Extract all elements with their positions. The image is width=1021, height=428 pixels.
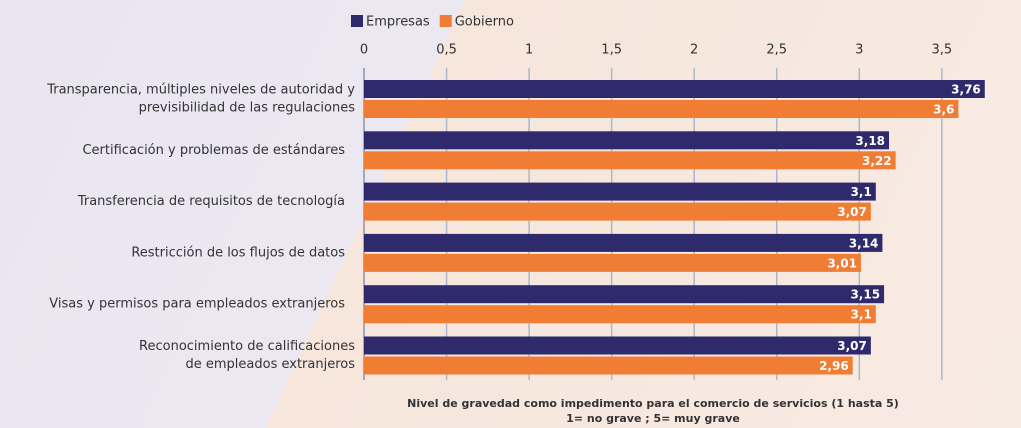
value-label: 3,07 bbox=[837, 205, 867, 219]
bar bbox=[364, 253, 861, 272]
value-label: 2,96 bbox=[819, 359, 849, 373]
y-tick-label: previsibilidad de las regulaciones bbox=[139, 101, 356, 116]
bar bbox=[364, 151, 896, 170]
y-tick-label: Restricción de los flujos de datos bbox=[131, 245, 345, 260]
bar bbox=[364, 100, 959, 118]
value-label: 3,18 bbox=[855, 134, 885, 148]
bar bbox=[364, 202, 871, 221]
value-label: 3,1 bbox=[851, 185, 872, 199]
legend-label: Gobierno bbox=[455, 15, 514, 30]
legend-label: Empresas bbox=[366, 15, 430, 30]
y-tick-label: Reconocimiento de calificaciones bbox=[139, 339, 355, 354]
y-tick-label: Transferencia de requisitos de tecnologí… bbox=[77, 194, 345, 209]
y-tick-label: Transparencia, múltiples niveles de auto… bbox=[46, 83, 355, 98]
bar bbox=[364, 182, 876, 201]
value-label: 3,07 bbox=[837, 339, 867, 353]
x-axis-label: Nivel de gravedad como impedimento para … bbox=[407, 397, 899, 410]
value-label: 3,76 bbox=[951, 83, 981, 97]
value-label: 3,01 bbox=[827, 256, 857, 270]
bar bbox=[364, 80, 985, 98]
y-tick-label: Visas y permisos para empleados extranje… bbox=[49, 297, 345, 312]
x-axis-label: 1= no grave ; 5= muy grave bbox=[566, 412, 740, 425]
bar bbox=[364, 356, 853, 375]
value-label: 3,1 bbox=[851, 308, 872, 322]
x-tick-label: 3,5 bbox=[932, 43, 953, 58]
legend-swatch bbox=[439, 15, 452, 27]
x-tick-label: 2 bbox=[690, 43, 698, 58]
y-tick-label: Certificación y problemas de estándares bbox=[82, 143, 345, 158]
bar bbox=[364, 285, 885, 304]
bar bbox=[364, 233, 883, 252]
value-label: 3,15 bbox=[850, 288, 880, 302]
x-tick-label: 0,5 bbox=[436, 43, 457, 58]
value-label: 3,14 bbox=[849, 236, 879, 250]
y-tick-label: de empleados extranjeros bbox=[186, 357, 356, 372]
x-tick-label: 1,5 bbox=[601, 43, 622, 58]
x-tick-label: 2,5 bbox=[766, 43, 787, 58]
value-label: 3,6 bbox=[933, 103, 954, 117]
x-tick-label: 1 bbox=[525, 43, 533, 58]
bar bbox=[364, 336, 871, 355]
x-tick-label: 3 bbox=[855, 43, 863, 58]
bar bbox=[364, 131, 890, 150]
legend-swatch bbox=[351, 15, 363, 27]
x-tick-label: 0 bbox=[360, 43, 368, 58]
bar bbox=[364, 305, 876, 324]
value-label: 3,22 bbox=[862, 154, 892, 168]
